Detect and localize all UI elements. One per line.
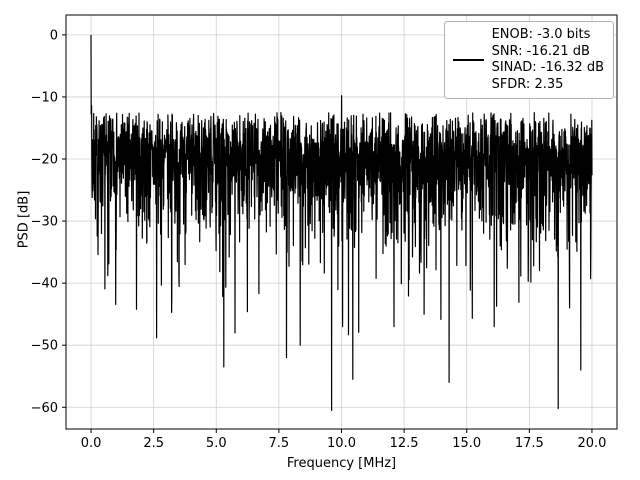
y-tick-label: −60 [31,401,58,416]
x-tick-label: 15.0 [452,436,481,451]
x-tick-label: 0.0 [81,436,102,451]
legend-entries: ENOB: -3.0 bits SNR: -16.21 dB SINAD: -1… [492,27,604,93]
x-tick-label: 5.0 [206,436,227,451]
x-tick-label: 20.0 [577,436,606,451]
legend-line-sample [452,59,484,61]
legend-enob: ENOB: -3.0 bits [491,27,591,42]
y-tick-label: −50 [31,339,58,354]
y-tick-label: −30 [31,215,58,230]
y-tick-label: −40 [31,277,58,292]
x-tick-label: 2.5 [143,436,164,451]
y-tick-label: −20 [31,153,58,168]
psd-noise-trace [90,34,593,411]
legend-box: ENOB: -3.0 bits SNR: -16.21 dB SINAD: -1… [443,21,614,99]
x-tick-label: 17.5 [515,436,544,451]
y-tick-label: −10 [31,90,58,105]
y-axis-label: PSD [dB] [16,190,32,249]
x-tick-label: 7.5 [269,436,290,451]
legend-sfdr: SFDR: 2.35 [491,76,564,92]
x-tick-label: 10.0 [327,436,356,451]
x-tick-label: 12.5 [390,436,419,451]
legend-snr: SNR: -16.21 dB [491,43,590,59]
y-tick-label: 0 [50,28,58,43]
legend-sinad: SINAD: -16.32 dB [491,60,604,75]
x-axis-label: Frequency [MHz] [286,456,397,471]
